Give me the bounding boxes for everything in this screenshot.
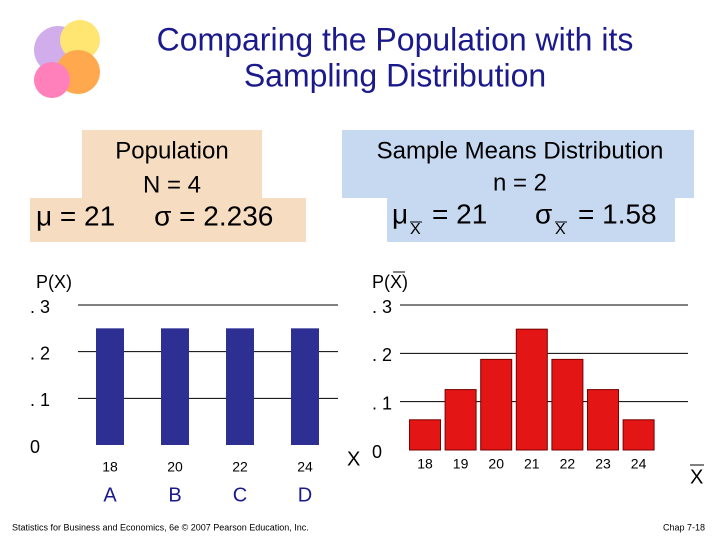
bar bbox=[226, 328, 254, 445]
y-axis-label: P(X) bbox=[372, 272, 408, 292]
sample-size: n = 2 bbox=[493, 169, 547, 196]
y-tick-label: . 3 bbox=[372, 297, 392, 317]
category-letter: D bbox=[298, 484, 312, 506]
logo bbox=[34, 20, 100, 98]
population-stats: μ = 21 σ = 2.236 bbox=[36, 200, 273, 231]
x-axis-label: X bbox=[347, 448, 360, 470]
population-label: Population bbox=[115, 137, 228, 164]
sample-label: Sample Means Distribution bbox=[377, 137, 664, 164]
x-tick-label: 23 bbox=[595, 456, 611, 472]
bar bbox=[551, 358, 584, 451]
population-box bbox=[82, 130, 262, 202]
stat-value: = 1.58 bbox=[578, 198, 657, 229]
bar bbox=[515, 328, 548, 451]
category-letter: B bbox=[168, 484, 181, 506]
category-letter: A bbox=[103, 484, 117, 506]
y-tick-label: . 3 bbox=[30, 297, 50, 317]
y-tick-label: . 2 bbox=[372, 345, 392, 365]
bar bbox=[480, 358, 513, 451]
sample-box bbox=[342, 130, 694, 198]
title-line: Comparing the Population with its bbox=[157, 21, 634, 57]
population-stats-box bbox=[30, 198, 306, 242]
bar bbox=[444, 389, 477, 451]
bar bbox=[161, 328, 189, 445]
title-line: Sampling Distribution bbox=[244, 57, 546, 93]
y-tick-label: 0 bbox=[372, 442, 382, 462]
x-tick-label: 20 bbox=[167, 459, 183, 475]
stat-symbol: μ bbox=[392, 198, 408, 229]
bar bbox=[409, 419, 441, 451]
bar bbox=[291, 328, 319, 445]
y-tick-label: . 1 bbox=[372, 393, 392, 413]
x-tick-label: 19 bbox=[453, 456, 469, 472]
footer-left: Statistics for Business and Economics, 6… bbox=[12, 522, 309, 532]
x-axis-label: X bbox=[690, 466, 703, 488]
sample-stats-box bbox=[387, 195, 675, 242]
y-tick-label: . 2 bbox=[30, 343, 50, 363]
y-axis-label: P(X) bbox=[36, 272, 72, 292]
x-tick-label: 22 bbox=[560, 456, 576, 472]
x-tick-label: 18 bbox=[102, 459, 118, 475]
stat-subscript: X bbox=[555, 221, 566, 238]
x-tick-label: 22 bbox=[232, 459, 248, 475]
stat-subscript: X bbox=[410, 221, 421, 238]
population-size: N = 4 bbox=[143, 171, 201, 198]
x-tick-label: 18 bbox=[417, 456, 433, 472]
stat-value: = 21 bbox=[432, 198, 487, 229]
category-letter: C bbox=[233, 484, 247, 506]
x-tick-label: 21 bbox=[524, 456, 540, 472]
bar bbox=[96, 328, 124, 445]
stat-symbol: σ bbox=[535, 198, 552, 229]
bar bbox=[587, 389, 619, 451]
x-tick-label: 24 bbox=[631, 456, 647, 472]
bar bbox=[622, 419, 655, 451]
x-tick-label: 24 bbox=[297, 459, 313, 475]
y-tick-label: . 1 bbox=[30, 390, 50, 410]
footer-right: Chap 7-18 bbox=[663, 522, 705, 532]
x-tick-label: 20 bbox=[488, 456, 504, 472]
y-tick-label: 0 bbox=[30, 437, 40, 457]
